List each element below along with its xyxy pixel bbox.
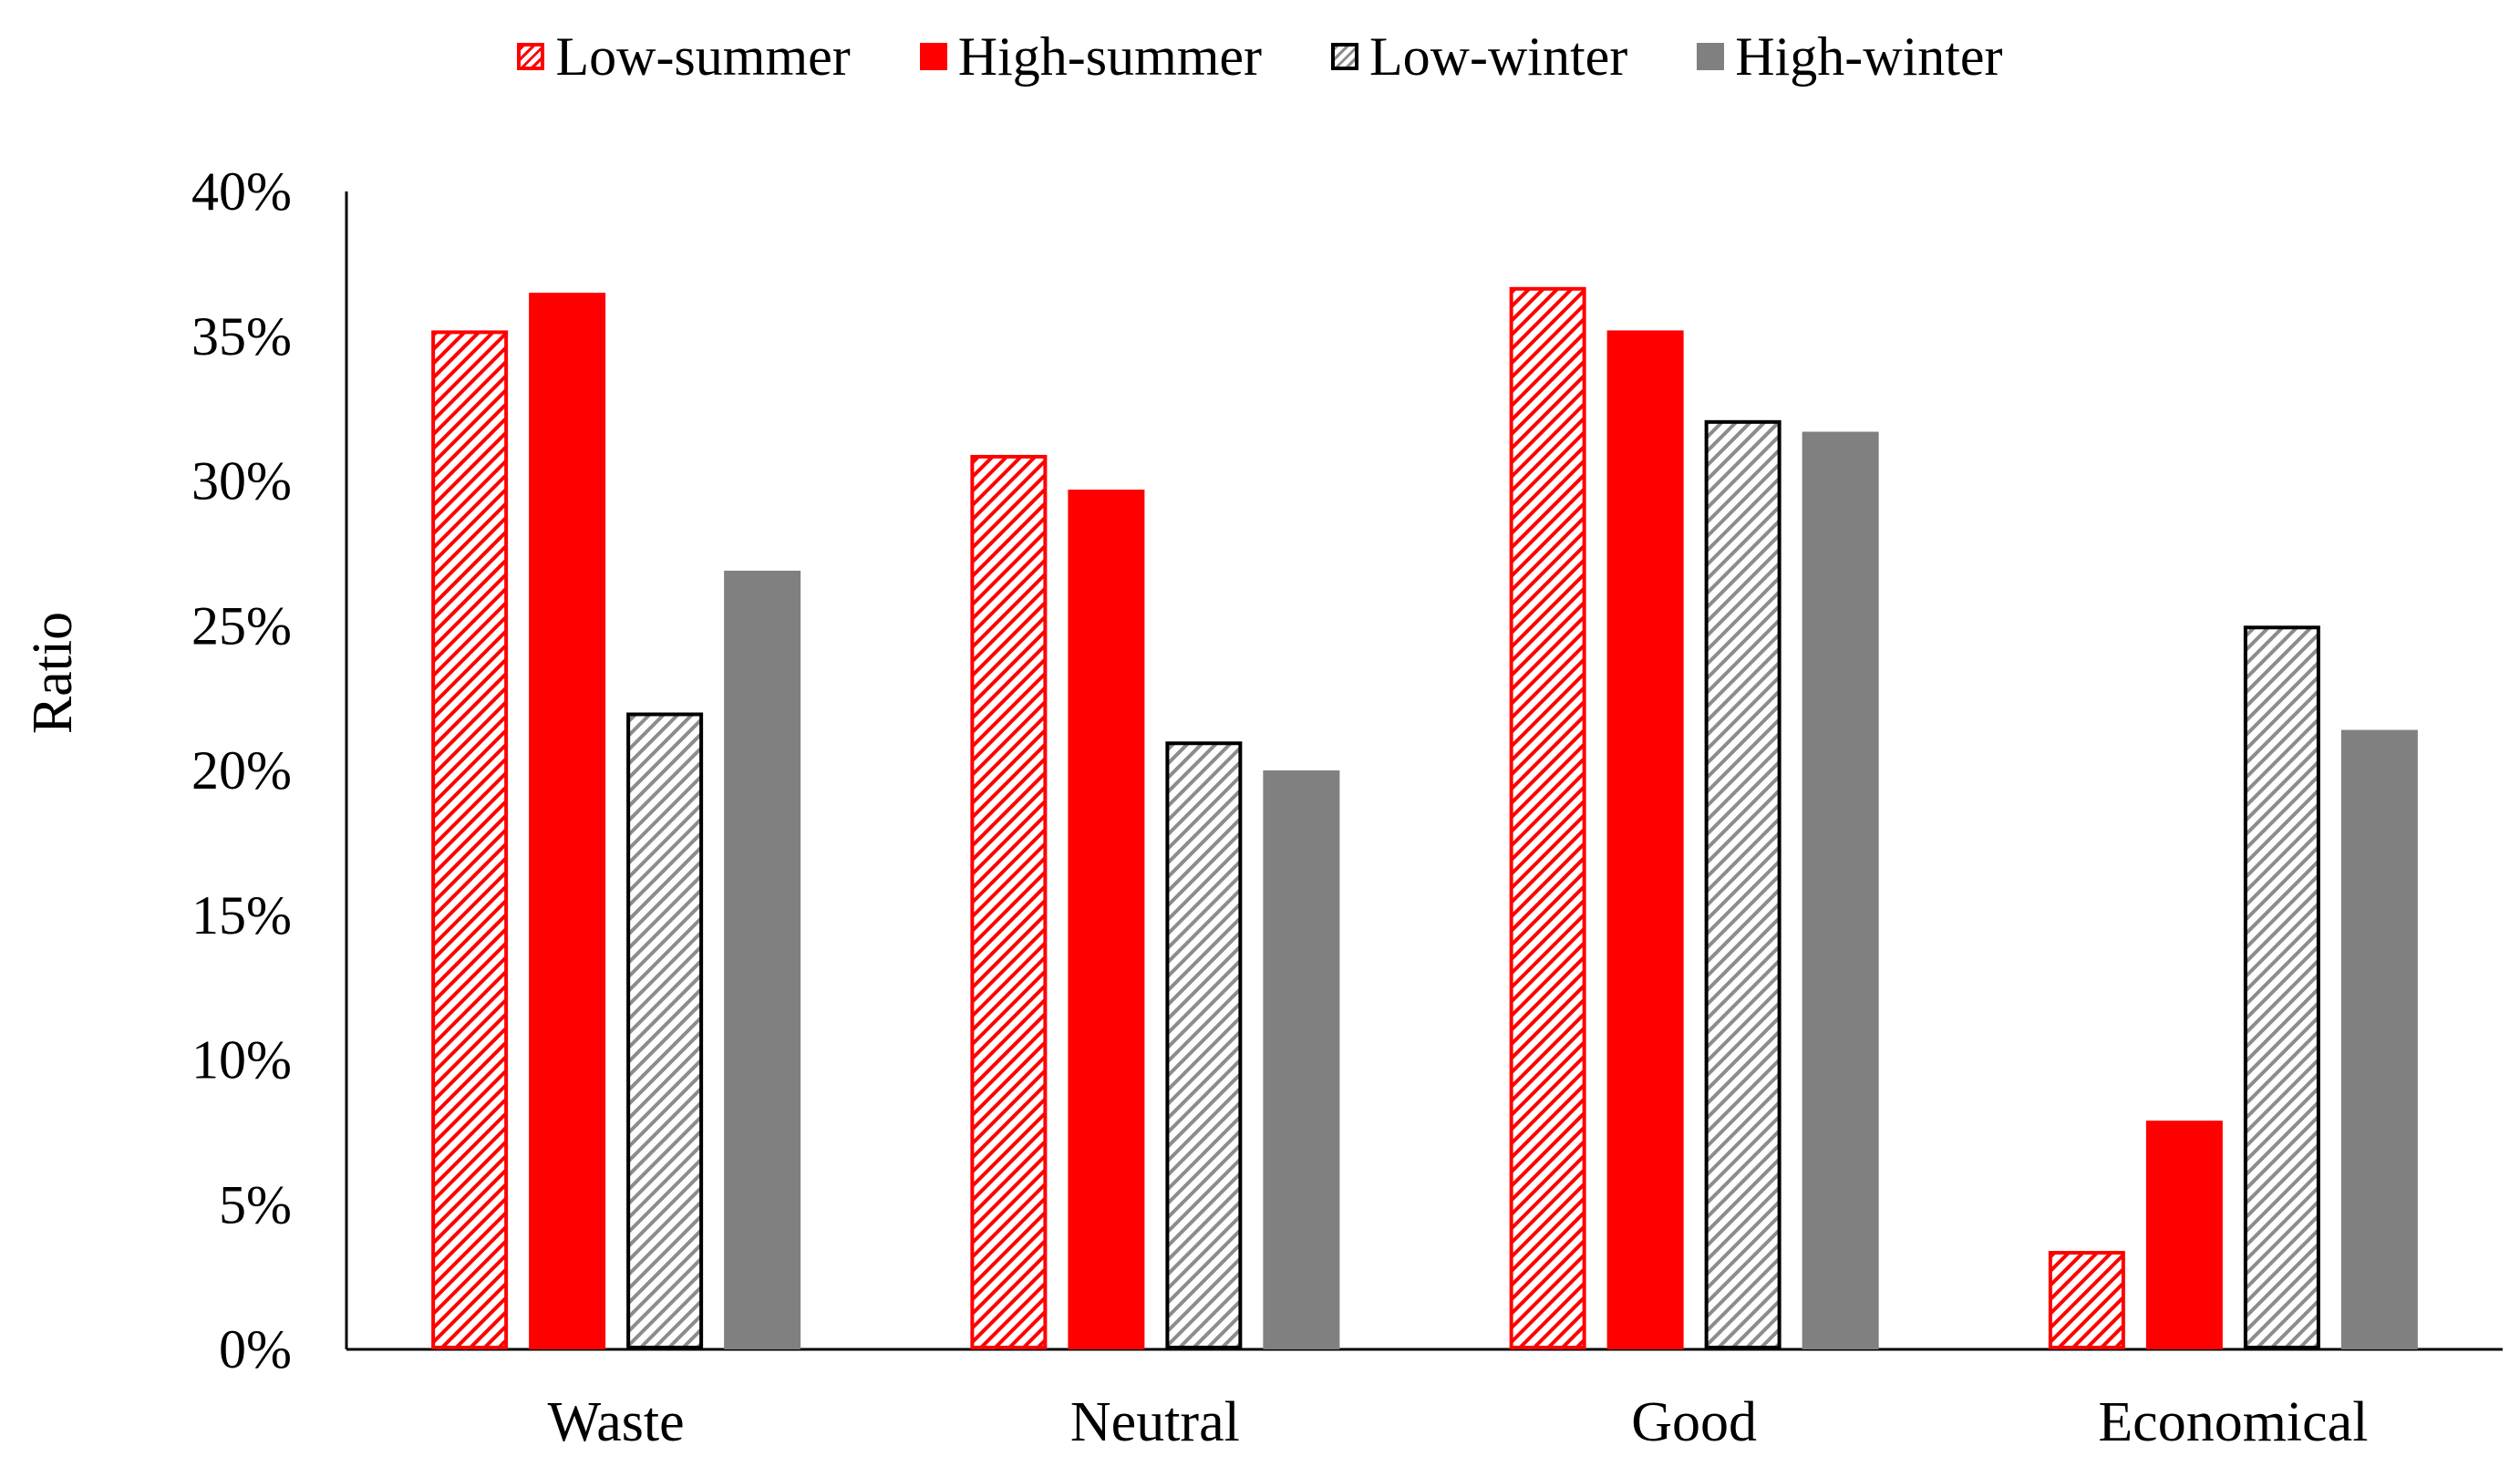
bar-high-winter-economical: [2340, 729, 2418, 1349]
bar-high-winter-neutral: [1263, 770, 1340, 1349]
bars: [431, 286, 2418, 1350]
bar-low-summer-neutral: [970, 454, 1048, 1349]
bar-high-summer-good: [1606, 330, 1684, 1349]
legend: Low-summer High-summer Low-winter High-w…: [0, 20, 2520, 93]
y-tick-label: 15%: [191, 885, 292, 945]
bar-low-winter-good: [1704, 419, 1782, 1349]
bar-low-summer-waste: [431, 330, 509, 1349]
bar-low-winter-waste: [626, 712, 704, 1349]
y-tick-label: 25%: [191, 595, 292, 656]
axes: [345, 191, 2503, 1351]
y-tick-label: 40%: [191, 161, 292, 222]
x-tick-label: Good: [1631, 1391, 1757, 1453]
y-tick-label: 35%: [191, 306, 292, 367]
legend-item-low-winter: Low-winter: [1331, 26, 1627, 88]
bar-high-winter-good: [1802, 431, 1879, 1349]
legend-swatch-low-winter: [1331, 43, 1359, 70]
axis-labels: 0% 5% 10% 15% 20% 25% 30% 35% 40% Ratio Waste Neutr…: [22, 161, 2368, 1453]
x-tick-label: Economical: [2098, 1391, 2368, 1453]
bar-high-summer-economical: [2145, 1121, 2223, 1349]
x-tick-label: Neutral: [1070, 1391, 1240, 1453]
bar-high-winter-waste: [724, 570, 801, 1349]
y-tick-label: 5%: [219, 1174, 292, 1234]
legend-swatch-low-summer: [517, 43, 545, 70]
legend-item-low-summer: Low-summer: [517, 26, 851, 88]
legend-swatch-high-winter: [1697, 43, 1725, 70]
y-axis-title: Ratio: [22, 612, 84, 734]
legend-item-high-summer: High-summer: [919, 26, 1263, 88]
bar-low-summer-economical: [2048, 1251, 2125, 1350]
y-tick-label: 10%: [191, 1030, 292, 1090]
x-tick-label: Waste: [548, 1391, 685, 1453]
legend-label-low-winter: Low-winter: [1369, 26, 1628, 87]
bar-low-summer-good: [1509, 286, 1586, 1349]
legend-item-high-winter: High-winter: [1697, 26, 2003, 88]
bar-high-summer-neutral: [1068, 490, 1145, 1349]
y-tick-label: 0%: [219, 1319, 292, 1379]
bar-low-winter-neutral: [1165, 741, 1243, 1349]
y-tick-label: 30%: [191, 451, 292, 511]
bar-low-winter-economical: [2243, 625, 2320, 1349]
legend-label-high-winter: High-winter: [1735, 26, 2003, 87]
legend-label-low-summer: Low-summer: [555, 26, 851, 87]
legend-label-high-summer: High-summer: [957, 26, 1263, 87]
bar-high-summer-waste: [529, 293, 606, 1349]
y-tick-label: 20%: [191, 740, 292, 800]
legend-swatch-high-summer: [919, 43, 947, 70]
